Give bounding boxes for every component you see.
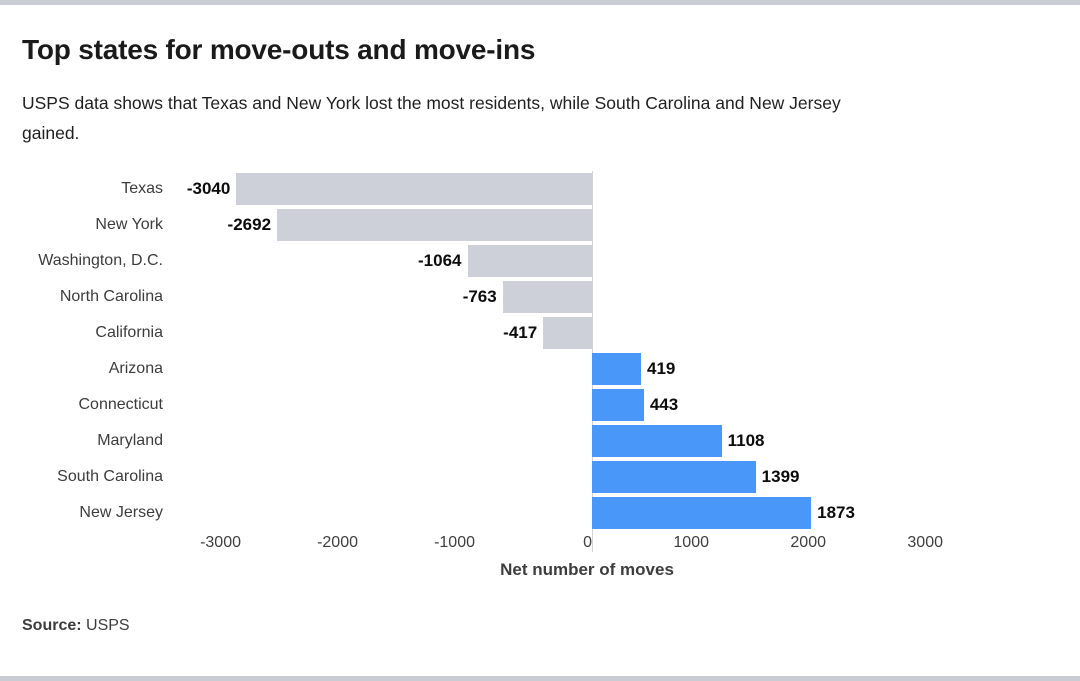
bar (467, 244, 592, 278)
x-tick-label: 0 (583, 534, 592, 551)
bar (236, 173, 592, 206)
category-label: New Jersey (79, 503, 163, 521)
page-subtitle: USPS data shows that Texas and New York … (22, 93, 841, 143)
x-tick-label: 3000 (907, 534, 943, 551)
x-tick-label: -2000 (317, 534, 358, 551)
value-label: -3040 (186, 179, 231, 198)
source-line: Source: USPS (22, 617, 130, 635)
x-axis-title: Net number of moves (500, 560, 674, 579)
category-label: South Carolina (57, 467, 163, 485)
value-label: -1064 (418, 250, 462, 270)
top-border (0, 0, 1080, 5)
bar (543, 316, 592, 349)
source-value: USPS (86, 617, 130, 634)
category-label: Arizona (108, 359, 163, 377)
value-label: -763 (462, 286, 497, 306)
category-label: North Carolina (59, 287, 163, 305)
value-label: 1399 (761, 466, 800, 486)
category-label: Connecticut (78, 395, 164, 413)
category-label: New York (95, 215, 163, 233)
category-label: California (95, 323, 163, 341)
x-tick-label: -3000 (200, 534, 241, 551)
bar (592, 496, 812, 529)
x-tick-label: 2000 (790, 534, 826, 551)
bar (592, 460, 756, 493)
bar (277, 208, 592, 242)
value-label: 1108 (727, 430, 765, 450)
page-title: Top states for move-outs and move-ins (22, 34, 536, 65)
value-label: 443 (649, 394, 679, 414)
bottom-border (0, 676, 1080, 681)
x-tick-label: 1000 (673, 534, 709, 551)
value-label: 1873 (817, 502, 855, 522)
x-tick-label: -1000 (434, 534, 475, 551)
category-label: Washington, D.C. (38, 251, 163, 269)
category-label: Maryland (97, 431, 163, 449)
value-label: 419 (647, 358, 676, 378)
source-label: Source: (22, 617, 82, 634)
value-label: -417 (503, 322, 538, 342)
category-label: Texas (121, 180, 163, 197)
value-label: -2692 (227, 214, 272, 234)
bar (592, 352, 642, 385)
bar (592, 424, 722, 457)
bar (502, 280, 592, 314)
bar (592, 388, 644, 421)
